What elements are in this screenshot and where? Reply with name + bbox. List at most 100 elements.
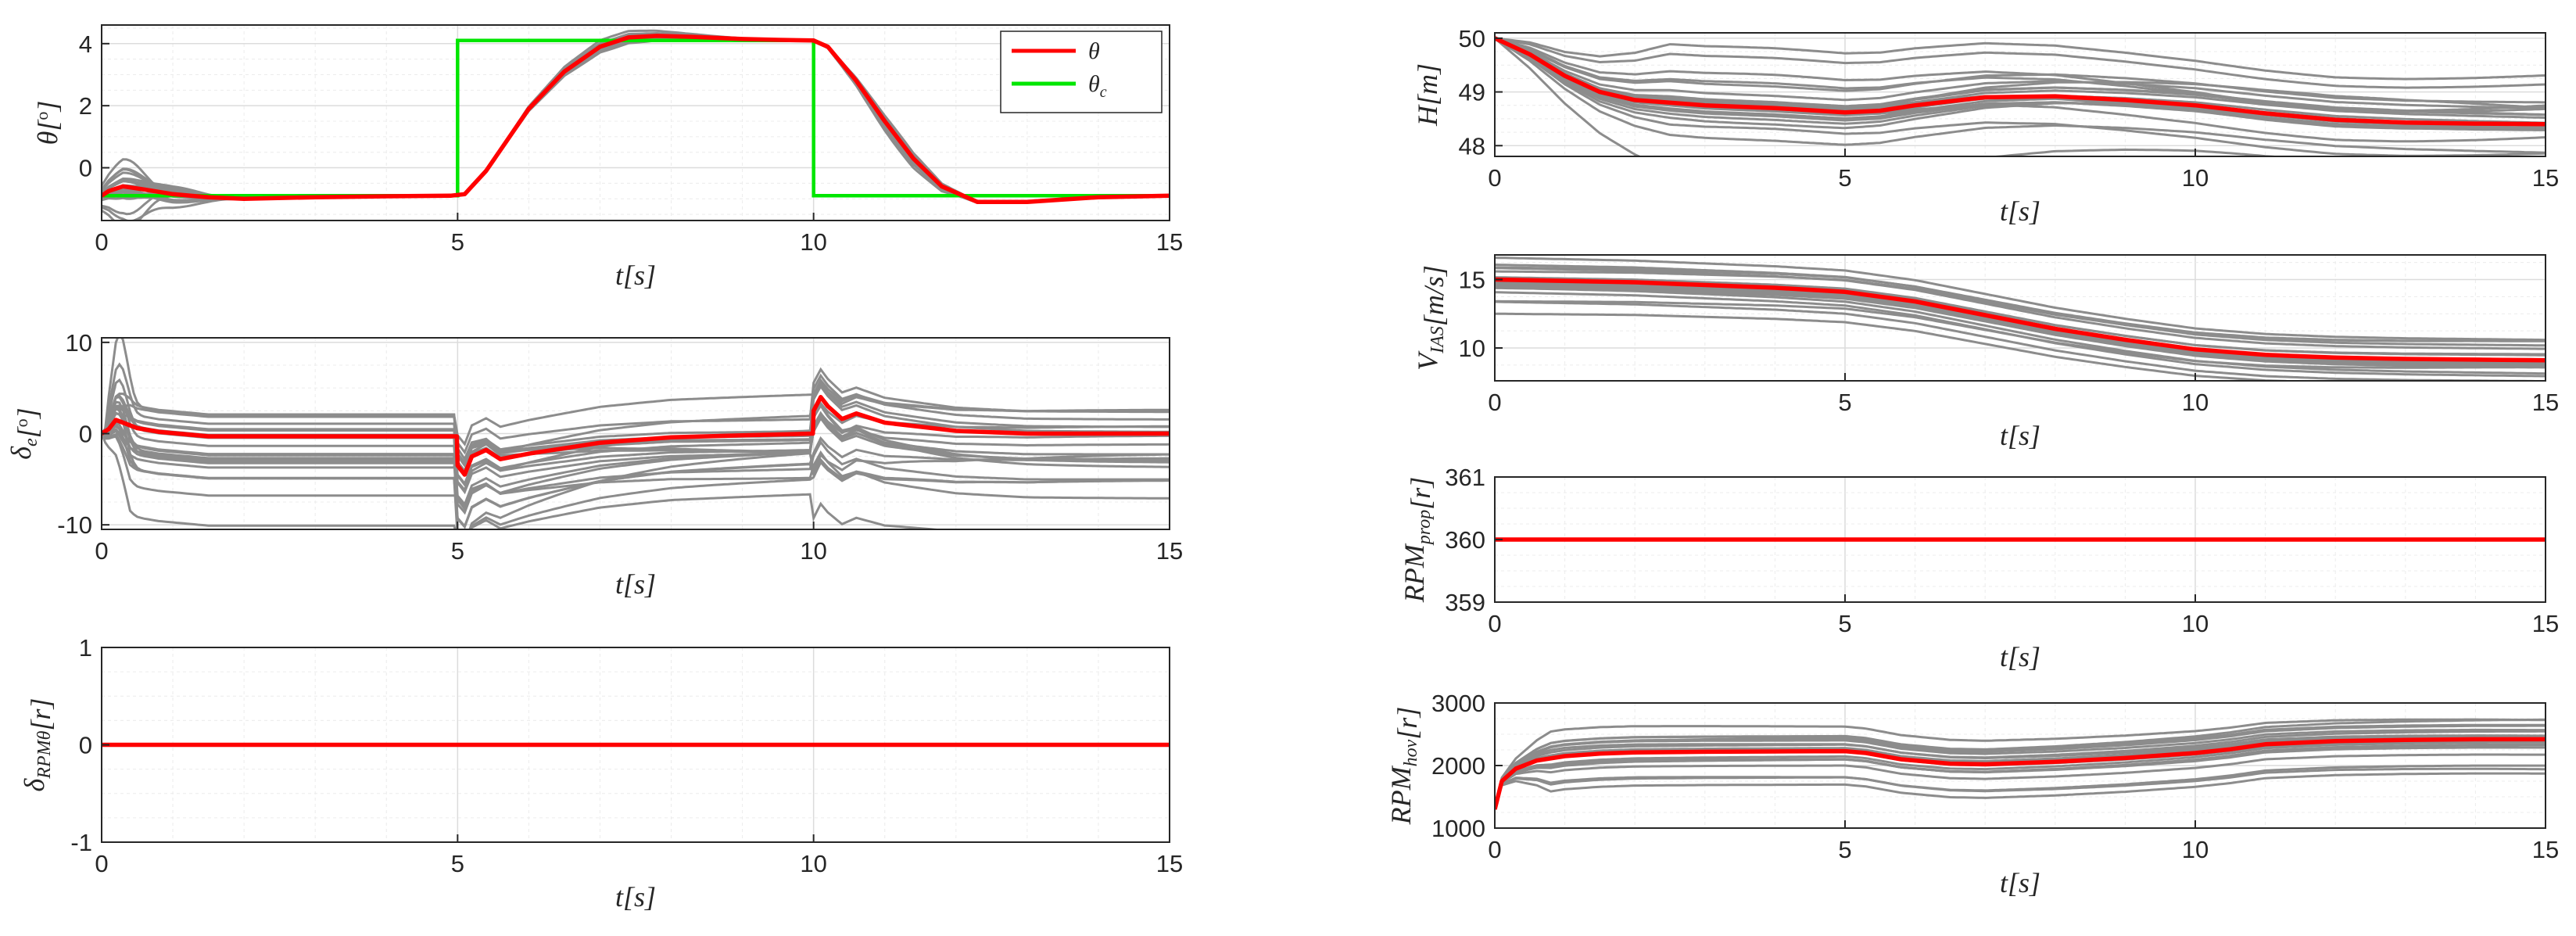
x-axis-label: t[s]: [2000, 420, 2040, 451]
y-tick-label: 10: [1459, 335, 1485, 362]
x-tick-label: 15: [1156, 228, 1183, 256]
x-tick-label: 10: [2182, 836, 2209, 863]
ensemble-run-line: [1495, 37, 2546, 154]
y-axis-label: δRPMθ[r]: [19, 698, 56, 792]
x-tick-label: 15: [2532, 610, 2559, 637]
ensemble-run-line: [1495, 718, 2546, 810]
x-tick-label: 5: [1838, 836, 1851, 863]
y-tick-label: 48: [1459, 132, 1485, 160]
x-tick-label: 0: [1488, 610, 1501, 637]
y-tick-label: 0: [79, 155, 92, 182]
x-axis-label: t[s]: [615, 881, 656, 913]
ensemble-run-line: [1495, 37, 2546, 120]
ensemble-run-line: [102, 403, 1170, 469]
nominal-response-line: [1495, 737, 2546, 810]
x-tick-label: 5: [451, 228, 464, 256]
y-tick-label: 2000: [1431, 752, 1485, 780]
chart-theta: 0 5 10 15 0 2 4 t[s] θ[o] θ θc: [32, 24, 1183, 291]
y-tick-label: 359: [1445, 589, 1485, 616]
ensemble-run-line: [1495, 741, 2546, 810]
legend: θ θc: [1000, 30, 1163, 113]
y-tick-label: 10: [66, 329, 92, 357]
x-tick-label: 5: [1838, 610, 1851, 637]
x-tick-label: 0: [1488, 389, 1501, 416]
ensemble-run-line: [1495, 37, 2546, 104]
ensemble-run-line: [102, 432, 947, 529]
ensemble-run-line: [1495, 291, 2546, 378]
x-tick-label: 15: [2532, 836, 2559, 863]
x-tick-label: 10: [800, 850, 826, 877]
ensemble-run-line: [1495, 753, 2546, 810]
nominal-response-line: [1495, 36, 2546, 127]
x-axis-label: t[s]: [2000, 641, 2040, 672]
x-tick-label: 15: [1156, 850, 1183, 877]
ensemble-run-line: [1495, 772, 2546, 810]
chart-H: 0 5 10 15 48 49 50 t[s] H[m]: [1412, 25, 2559, 227]
y-tick-label: 1: [79, 634, 92, 662]
x-tick-label: 0: [95, 537, 108, 565]
y-tick-label: 0: [79, 732, 92, 759]
legend-box: [1000, 30, 1163, 113]
x-tick-label: 5: [451, 850, 464, 877]
ensemble-run-line: [1495, 312, 2318, 381]
axes-frame: [101, 24, 1170, 221]
ensemble-run-line: [1495, 37, 2286, 156]
ensemble-run-line: [102, 381, 1170, 466]
x-tick-label: 15: [2532, 164, 2559, 192]
x-tick-label: 10: [2182, 164, 2209, 192]
ensemble-run-line: [1495, 37, 2546, 156]
plot-area: [102, 25, 1170, 221]
ensemble-run-line: [1495, 37, 2546, 143]
ensemble-run-line: [1495, 280, 2546, 364]
x-tick-label: 5: [1838, 389, 1851, 416]
y-tick-label: 15: [1459, 267, 1485, 294]
ensemble-run-line: [102, 416, 1170, 488]
x-tick-label: 10: [2182, 610, 2209, 637]
ensemble-run-line: [1495, 744, 2546, 810]
ensemble-run-line: [1495, 767, 2546, 810]
y-axis-label: RPMhov[r]: [1385, 707, 1423, 826]
x-axis-label: t[s]: [2000, 867, 2040, 898]
chart-V: 0 5 10 15 10 15 t[s] VIAS[m/s]: [1412, 254, 2559, 451]
y-axis-label: δe[o]: [5, 407, 43, 459]
x-tick-label: 5: [451, 537, 464, 565]
series-group: [1495, 718, 2546, 810]
ensemble-run-line: [102, 396, 1170, 507]
y-axis-label: VIAS[m/s]: [1412, 265, 1449, 371]
nominal-response-line: [102, 395, 1170, 477]
ensemble-run-line: [102, 411, 1170, 495]
nominal-response-line: [102, 34, 1170, 204]
x-tick-label: 10: [2182, 389, 2209, 416]
y-tick-label: 3000: [1431, 690, 1485, 717]
legend-label: θ: [1088, 38, 1100, 64]
series-group: [1495, 36, 2546, 156]
legend-label: θc: [1088, 71, 1107, 101]
ensemble-run-line: [1495, 37, 2546, 81]
axes-frame: [1494, 32, 2546, 157]
ensemble-run-line: [102, 367, 1170, 455]
x-tick-label: 15: [2532, 389, 2559, 416]
ensemble-run-line: [1495, 37, 2546, 89]
y-tick-label: -1: [70, 829, 92, 856]
y-tick-label: 49: [1459, 79, 1485, 106]
ensemble-run-line: [1495, 37, 2546, 113]
x-tick-label: 0: [95, 228, 108, 256]
ensemble-run-line: [1495, 37, 2546, 110]
ensemble-run-line: [1495, 267, 2546, 350]
x-tick-label: 0: [95, 850, 108, 877]
y-tick-label: 361: [1445, 464, 1485, 491]
series-group: [1495, 256, 2546, 381]
x-tick-label: 0: [1488, 836, 1501, 863]
nominal-response-line: [1495, 277, 2546, 363]
x-axis-label: t[s]: [615, 568, 656, 600]
y-tick-label: -10: [57, 511, 92, 539]
ensemble-run-line: [1495, 286, 2546, 375]
ensemble-run-line: [102, 432, 1170, 529]
y-tick-label: 360: [1445, 526, 1485, 554]
ensemble-run-line: [102, 362, 1170, 474]
x-axis-label: t[s]: [2000, 195, 2040, 227]
x-tick-label: 10: [800, 228, 826, 256]
